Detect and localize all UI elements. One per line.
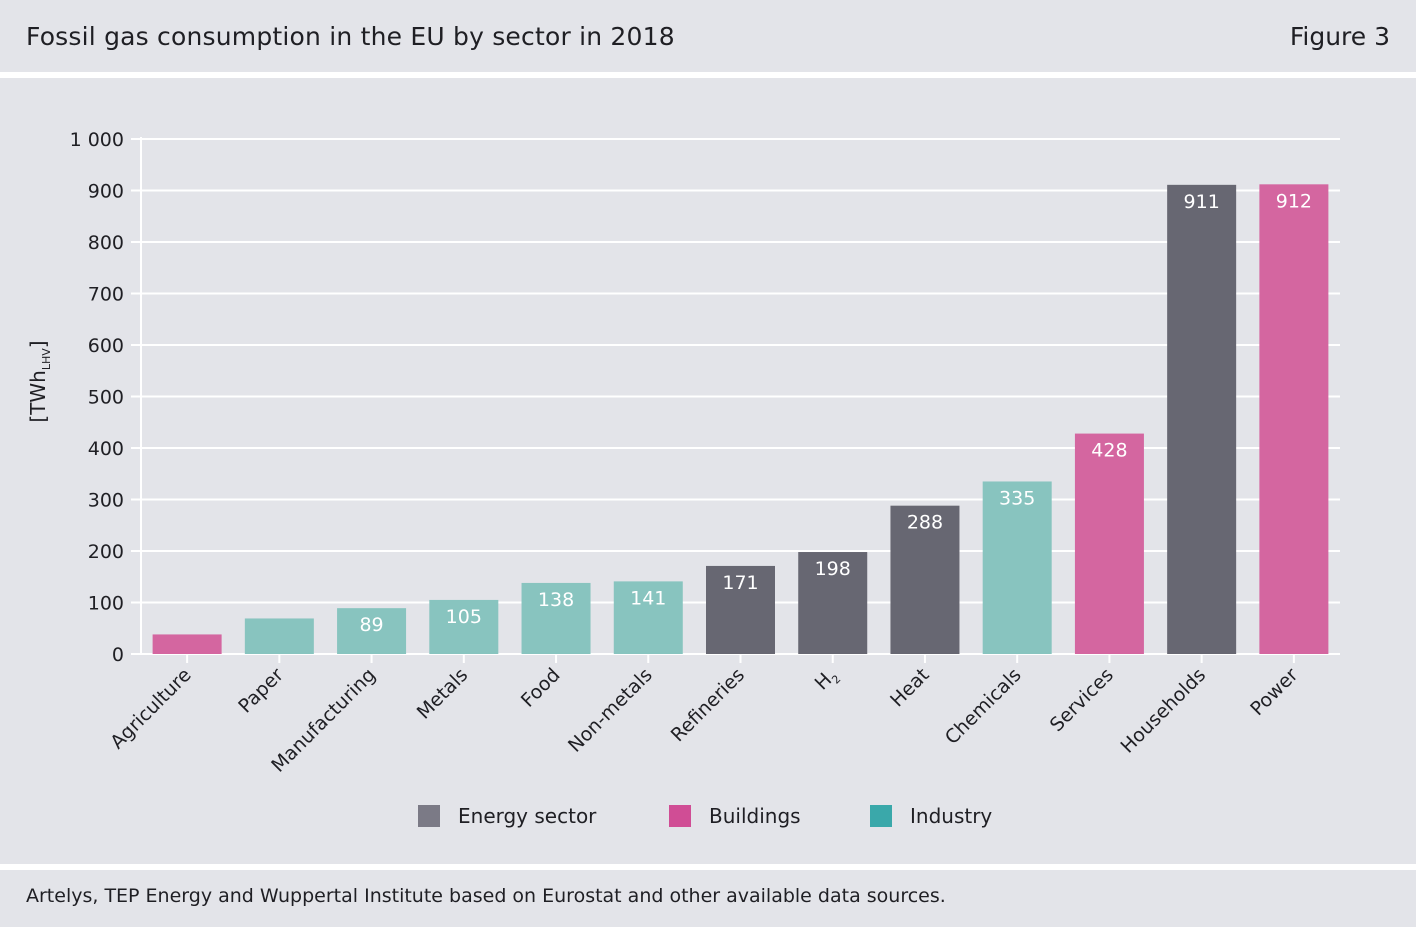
bar-value-label: 141 bbox=[630, 587, 666, 609]
bar-non-metals bbox=[613, 581, 683, 654]
bar-households bbox=[1167, 184, 1237, 654]
y-tick-label: 900 bbox=[88, 181, 124, 203]
legend-item-industry: Industry bbox=[870, 804, 992, 828]
bar-manufacturing bbox=[337, 608, 407, 654]
bar-food bbox=[521, 582, 591, 654]
figure-number: Figure 3 bbox=[1289, 22, 1390, 51]
x-category-label: Chemicals bbox=[941, 664, 1026, 749]
y-tick-label: 300 bbox=[88, 490, 124, 512]
legend-item-buildings: Buildings bbox=[669, 804, 801, 828]
x-category-label: Services bbox=[1046, 664, 1118, 736]
source-note: Artelys, TEP Energy and Wuppertal Instit… bbox=[26, 885, 946, 907]
bar-paper bbox=[244, 618, 314, 654]
x-category-label: Metals bbox=[413, 664, 473, 724]
bar-h bbox=[798, 552, 868, 654]
footer-divider bbox=[0, 864, 1416, 870]
bar-value-label: 198 bbox=[815, 558, 851, 580]
y-tick-label: 800 bbox=[88, 232, 124, 254]
bar-services bbox=[1074, 433, 1144, 654]
legend-swatch-energy bbox=[418, 805, 440, 827]
x-category-label: Food bbox=[517, 664, 565, 712]
bar-value-label: 335 bbox=[999, 487, 1035, 509]
bar-value-label: 105 bbox=[446, 606, 482, 628]
bar-value-label: 911 bbox=[1184, 191, 1220, 213]
legend-label-industry: Industry bbox=[910, 804, 993, 828]
x-category-label: Households bbox=[1117, 664, 1211, 758]
bar-power bbox=[1259, 184, 1329, 654]
header-divider bbox=[0, 72, 1416, 78]
bar-heat bbox=[890, 505, 960, 654]
y-tick-label: 1 000 bbox=[70, 129, 124, 151]
x-category-label: Non-metals bbox=[564, 664, 657, 757]
y-tick-label: 0 bbox=[112, 644, 124, 666]
y-axis-label: [TWhLHV] bbox=[26, 340, 53, 422]
legend-swatch-industry bbox=[870, 805, 892, 827]
legend-label-buildings: Buildings bbox=[709, 804, 801, 828]
x-category-label: H2 bbox=[811, 664, 844, 697]
bar-metals bbox=[429, 599, 499, 654]
x-category-label: Refineries bbox=[667, 664, 749, 746]
x-category-label: Heat bbox=[886, 664, 933, 711]
x-category-label: Agriculture bbox=[106, 664, 195, 753]
legend-item-energy: Energy sector bbox=[418, 804, 596, 828]
x-category-label: Paper bbox=[234, 664, 288, 718]
legend-swatch-buildings bbox=[669, 805, 691, 827]
y-tick-label: 100 bbox=[88, 593, 124, 615]
x-category-label: Power bbox=[1246, 664, 1302, 720]
y-tick-label: 600 bbox=[88, 335, 124, 357]
bar-value-label: 89 bbox=[359, 614, 383, 636]
bar-chemicals bbox=[982, 481, 1052, 654]
y-tick-label: 700 bbox=[88, 284, 124, 306]
bar-value-label: 288 bbox=[907, 512, 943, 534]
bar-refineries bbox=[706, 565, 775, 654]
bar-value-label: 428 bbox=[1091, 440, 1127, 462]
bar-value-label: 138 bbox=[538, 589, 574, 611]
y-tick-label: 500 bbox=[88, 387, 124, 409]
y-tick-label: 400 bbox=[88, 438, 124, 460]
header-bar: Fossil gas consumption in the EU by sect… bbox=[0, 0, 1416, 72]
bar-agriculture bbox=[152, 634, 222, 654]
chart-title: Fossil gas consumption in the EU by sect… bbox=[26, 22, 675, 51]
bar-chart: 0 100 200 300 400 500 600 700 800 900 1 000 [TWhLHV… bbox=[26, 129, 1340, 777]
bar-value-label: 912 bbox=[1276, 190, 1312, 212]
legend-label-energy: Energy sector bbox=[458, 804, 597, 828]
y-tick-label: 200 bbox=[88, 541, 124, 563]
bar-value-label: 171 bbox=[722, 572, 758, 594]
